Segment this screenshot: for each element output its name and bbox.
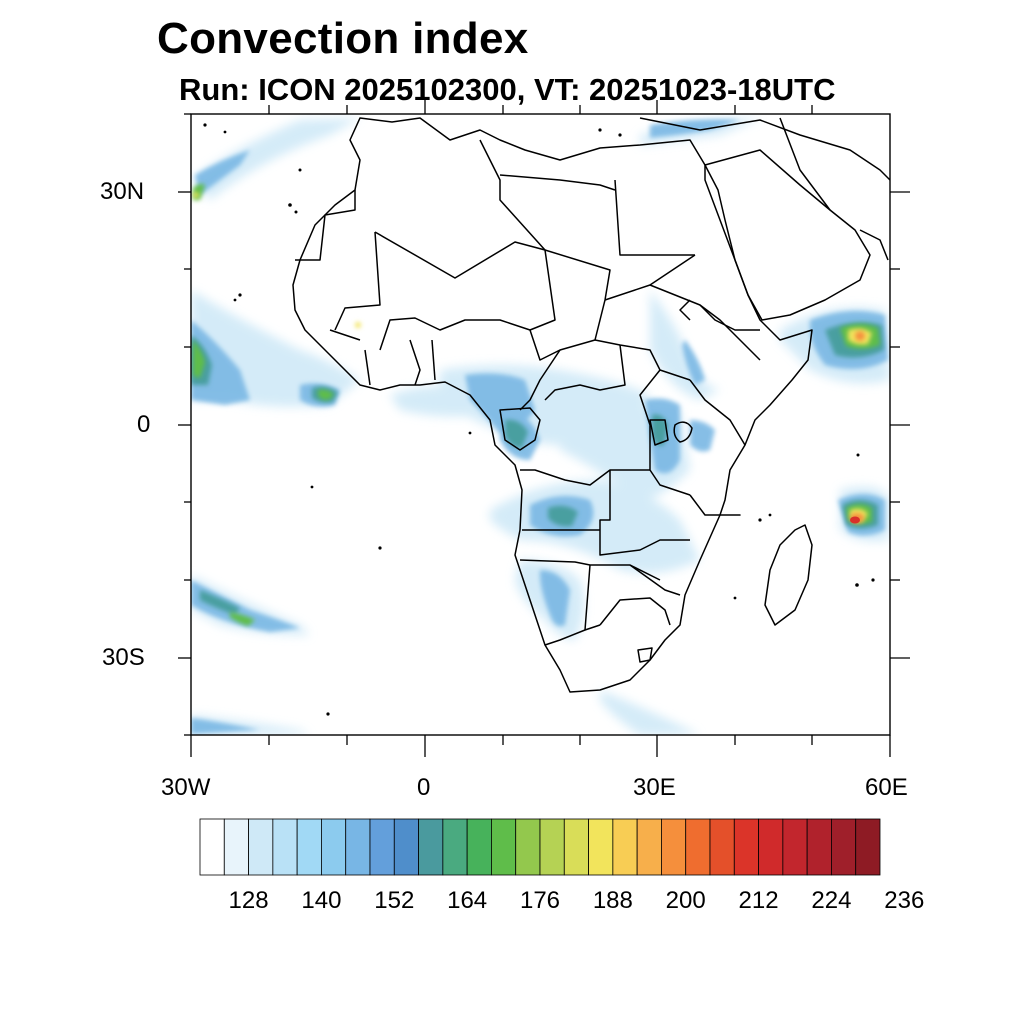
- colorbar-swatch: [782, 818, 808, 876]
- colorbar-tick-label: 200: [665, 887, 706, 914]
- colorbar-swatch: [199, 818, 225, 876]
- colorbar-swatch: [855, 818, 881, 876]
- lon-label-30e: 30E: [633, 774, 676, 801]
- colorbar-swatch: [685, 818, 711, 876]
- colorbar-tick-label: 236: [884, 887, 925, 914]
- colorbar-swatch: [223, 818, 249, 876]
- colorbar-swatch: [733, 818, 759, 876]
- colorbar-swatch: [806, 818, 832, 876]
- colorbar-swatch: [369, 818, 395, 876]
- lat-label-30n: 30N: [100, 178, 145, 205]
- colorbar-swatch: [612, 818, 638, 876]
- chart-title: Convection index: [157, 14, 529, 63]
- colorbar-tick-label: 164: [447, 887, 488, 914]
- colorbar-swatch: [563, 818, 589, 876]
- colorbar-swatch: [418, 818, 444, 876]
- colorbar-swatch: [539, 818, 565, 876]
- colorbar-swatch: [515, 818, 541, 876]
- lon-label-30w: 30W: [161, 774, 211, 801]
- colorbar-swatch: [321, 818, 347, 876]
- lat-label-30s: 30S: [102, 644, 145, 671]
- colorbar-swatch: [442, 818, 468, 876]
- colorbar-swatch: [588, 818, 614, 876]
- colorbar-tick-label: 128: [228, 887, 269, 914]
- colorbar-tick-label: 152: [374, 887, 415, 914]
- lon-label-0: 0: [417, 774, 431, 801]
- colorbar-swatch: [272, 818, 298, 876]
- colorbar-tick-label: 224: [811, 887, 852, 914]
- lon-label-60e: 60E: [865, 774, 908, 801]
- colorbar-swatch: [296, 818, 322, 876]
- country-borders: [292, 117, 890, 693]
- chart-subtitle: Run: ICON 2025102300, VT: 20251023-18UTC: [179, 72, 836, 107]
- colorbar-swatch: [491, 818, 517, 876]
- colorbar-swatch: [345, 818, 371, 876]
- colorbar-swatch: [466, 818, 492, 876]
- axis-ticks: [178, 100, 910, 757]
- lat-label-0: 0: [137, 411, 151, 438]
- convection-red: [850, 516, 860, 524]
- colorbar-tick-label: 212: [738, 887, 779, 914]
- colorbar-tick-label: 140: [301, 887, 342, 914]
- convection-field: [191, 117, 890, 735]
- colorbar-tick-label: 188: [592, 887, 633, 914]
- colorbar-swatch: [393, 818, 419, 876]
- colorbar-swatch: [831, 818, 857, 876]
- colorbar-swatch: [709, 818, 735, 876]
- islands: [203, 123, 875, 716]
- colorbar-tick-label: 176: [519, 887, 561, 914]
- colorbar-swatch: [636, 818, 662, 876]
- colorbar-swatch: [661, 818, 687, 876]
- colorbar-swatch: [758, 818, 784, 876]
- colorbar-swatch: [248, 818, 274, 876]
